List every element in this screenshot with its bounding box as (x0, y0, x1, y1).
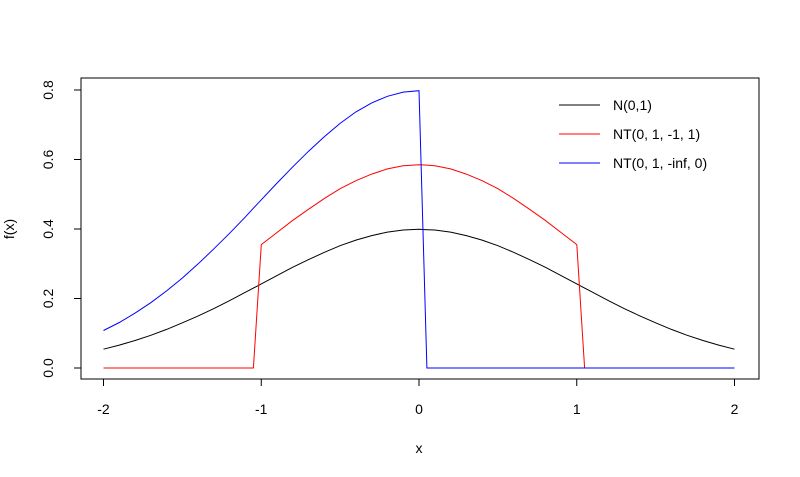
y-tick-label: 0.8 (40, 80, 56, 100)
y-tick-label: 0.0 (40, 358, 56, 378)
x-tick-label: 0 (415, 401, 423, 417)
y-tick-label: 0.4 (40, 219, 56, 239)
series-line-2 (103, 164, 735, 369)
x-axis-title: x (416, 440, 423, 456)
y-tick-label: 0.2 (40, 289, 56, 309)
x-tick-label: -1 (255, 401, 268, 417)
legend-label-2: NT(0, 1, -1, 1) (613, 126, 700, 142)
y-axis-title: f(x) (1, 219, 17, 239)
x-tick-label: 1 (573, 401, 581, 417)
series-line-3 (103, 90, 735, 369)
x-tick-label: 2 (731, 401, 739, 417)
legend-label-3: NT(0, 1, -inf, 0) (613, 155, 707, 171)
y-tick-label: 0.6 (40, 150, 56, 170)
series-line-1 (103, 228, 735, 350)
legend-label-1: N(0,1) (613, 97, 652, 113)
x-tick-label: -2 (97, 401, 110, 417)
